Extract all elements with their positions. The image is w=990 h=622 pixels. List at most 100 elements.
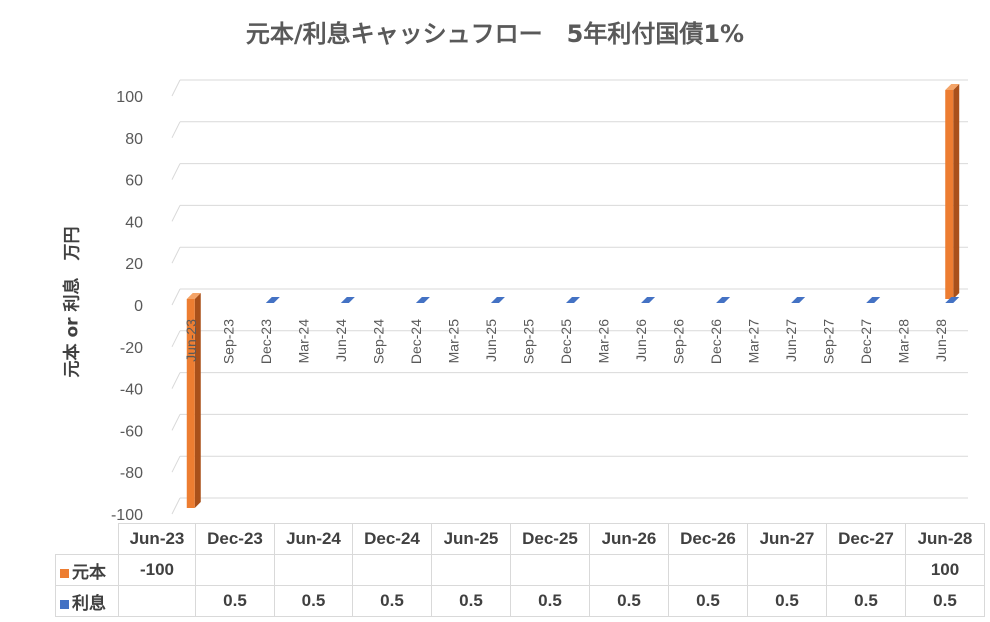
x-tick-label: Jun-25 bbox=[483, 319, 499, 362]
legend-interest-label: 利息 bbox=[72, 593, 106, 613]
table-header-row: Jun-23 Dec-23 Jun-24 Dec-24 Jun-25 Dec-2… bbox=[55, 523, 985, 555]
y-tick-label: -80 bbox=[120, 465, 143, 482]
legend-interest: 利息 bbox=[55, 585, 119, 617]
y-tick-label: -60 bbox=[120, 423, 143, 440]
x-tick-label: Sep-25 bbox=[520, 319, 536, 364]
gridline-depth bbox=[171, 121, 181, 139]
y-tick-label: 60 bbox=[125, 173, 143, 190]
gridline-depth bbox=[171, 288, 181, 306]
table-row-principal: 元本 -100 100 bbox=[55, 554, 985, 586]
bar-interest bbox=[791, 297, 806, 303]
table-header: Jun-24 bbox=[274, 523, 353, 555]
y-tick-label: 100 bbox=[116, 89, 143, 106]
x-tick-label: Mar-26 bbox=[596, 319, 612, 364]
x-tick-label: Sep-23 bbox=[220, 319, 236, 364]
table-cell: -100 bbox=[118, 554, 196, 586]
table-cell: 0.5 bbox=[905, 585, 985, 617]
y-tick-label: -20 bbox=[120, 340, 143, 357]
legend-key-principal bbox=[60, 568, 69, 578]
table-corner bbox=[55, 523, 119, 555]
table-cell bbox=[668, 554, 748, 586]
x-tick-label: Dec-25 bbox=[558, 319, 574, 364]
table-cell bbox=[431, 554, 511, 586]
bar-interest bbox=[641, 297, 656, 303]
table-cell: 0.5 bbox=[826, 585, 906, 617]
table-cell: 0.5 bbox=[747, 585, 827, 617]
table-row-interest: 利息 0.5 0.5 0.5 0.5 0.5 0.5 0.5 0.5 0.5 0… bbox=[55, 585, 985, 617]
gridline-depth bbox=[171, 497, 181, 515]
x-tick-label: Jun-24 bbox=[333, 319, 349, 362]
x-tick-label: Dec-27 bbox=[858, 319, 874, 364]
table-cell bbox=[747, 554, 827, 586]
bar-top bbox=[186, 293, 201, 299]
data-table: Jun-23 Dec-23 Jun-24 Dec-24 Jun-25 Dec-2… bbox=[55, 523, 985, 617]
table-cell bbox=[352, 554, 432, 586]
x-tick-label: Mar-25 bbox=[445, 319, 461, 364]
table-cell bbox=[118, 585, 196, 617]
bar-interest bbox=[945, 297, 960, 303]
table-cell: 0.5 bbox=[352, 585, 432, 617]
x-tick-label: Sep-24 bbox=[370, 319, 386, 364]
bar-interest bbox=[265, 297, 280, 303]
y-tick-label: 40 bbox=[125, 214, 143, 231]
gridline-depth bbox=[171, 455, 181, 473]
y-tick-label: 80 bbox=[125, 131, 143, 148]
bar-side bbox=[953, 84, 960, 299]
table-cell: 0.5 bbox=[195, 585, 275, 617]
table-cell bbox=[510, 554, 590, 586]
bar-interest bbox=[716, 297, 731, 303]
table-cell bbox=[195, 554, 275, 586]
legend-principal: 元本 bbox=[55, 554, 119, 586]
bar-side bbox=[194, 293, 201, 508]
y-tick-label: 20 bbox=[125, 256, 143, 273]
legend-key-interest bbox=[60, 599, 69, 609]
x-tick-label: Dec-26 bbox=[708, 319, 724, 364]
bar-principal bbox=[945, 90, 954, 299]
y-tick-label: -40 bbox=[120, 382, 143, 399]
x-tick-label: Jun-27 bbox=[783, 319, 799, 362]
table-header: Dec-24 bbox=[352, 523, 432, 555]
table-header: Jun-25 bbox=[431, 523, 511, 555]
bar-interest bbox=[866, 297, 881, 303]
table-cell: 0.5 bbox=[589, 585, 669, 617]
table-header: Dec-23 bbox=[195, 523, 275, 555]
bar-interest bbox=[490, 297, 505, 303]
table-cell bbox=[826, 554, 906, 586]
gridline-depth bbox=[171, 246, 181, 264]
chart-title: 元本/利息キャッシュフロー 5年利付国債1% bbox=[245, 20, 745, 48]
gridline-depth bbox=[171, 330, 181, 348]
y-axis-label: 元本 or 利息 万円 bbox=[62, 226, 83, 378]
x-tick-label: Dec-24 bbox=[408, 319, 424, 364]
table-header: Dec-25 bbox=[510, 523, 590, 555]
x-tick-label: Sep-27 bbox=[821, 319, 837, 364]
table-cell bbox=[589, 554, 669, 586]
table-header: Jun-26 bbox=[589, 523, 669, 555]
table-cell: 0.5 bbox=[274, 585, 353, 617]
y-tick-label: 0 bbox=[134, 298, 143, 315]
gridline-depth bbox=[171, 205, 181, 222]
table-header: Jun-27 bbox=[747, 523, 827, 555]
table-cell: 100 bbox=[905, 554, 985, 586]
table-cell: 0.5 bbox=[668, 585, 748, 617]
x-tick-label: Mar-28 bbox=[896, 319, 912, 364]
table-header: Jun-28 bbox=[905, 523, 985, 555]
bar-interest bbox=[340, 297, 355, 303]
table-cell bbox=[274, 554, 353, 586]
table-header: Jun-23 bbox=[118, 523, 196, 555]
gridline-depth bbox=[171, 163, 181, 180]
legend-principal-label: 元本 bbox=[72, 562, 106, 582]
gridline-depth bbox=[171, 414, 181, 431]
gridline-depth bbox=[171, 372, 181, 389]
y-tick-label: -100 bbox=[111, 507, 143, 524]
gridline-depth bbox=[171, 79, 181, 97]
x-tick-label: Dec-23 bbox=[258, 319, 274, 364]
table-header: Dec-26 bbox=[668, 523, 748, 555]
x-tick-label: Jun-28 bbox=[933, 319, 949, 362]
bar-principal bbox=[186, 299, 195, 508]
x-tick-label: Jun-23 bbox=[183, 319, 199, 362]
bar-interest bbox=[415, 297, 430, 303]
bar-interest bbox=[566, 297, 580, 303]
x-tick-label: Mar-27 bbox=[746, 319, 762, 364]
x-tick-label: Jun-26 bbox=[633, 319, 649, 362]
